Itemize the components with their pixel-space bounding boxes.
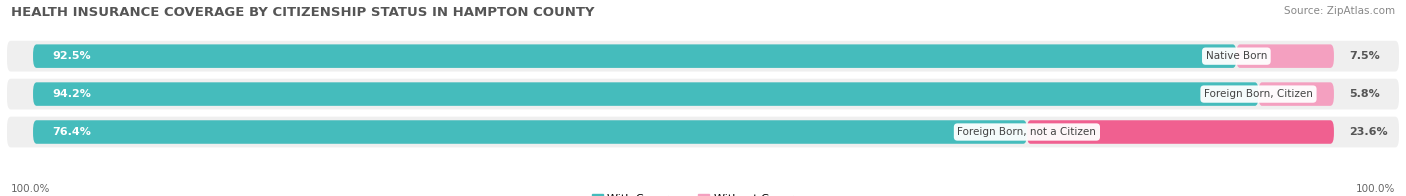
Text: Native Born: Native Born — [1206, 51, 1267, 61]
Text: Foreign Born, Citizen: Foreign Born, Citizen — [1204, 89, 1313, 99]
FancyBboxPatch shape — [7, 117, 1399, 147]
Text: 100.0%: 100.0% — [1355, 184, 1395, 194]
Legend: With Coverage, Without Coverage: With Coverage, Without Coverage — [588, 189, 818, 196]
FancyBboxPatch shape — [7, 41, 1399, 72]
FancyBboxPatch shape — [1258, 82, 1334, 106]
FancyBboxPatch shape — [1236, 44, 1334, 68]
FancyBboxPatch shape — [34, 44, 1236, 68]
Text: 76.4%: 76.4% — [52, 127, 91, 137]
Text: 7.5%: 7.5% — [1350, 51, 1381, 61]
FancyBboxPatch shape — [7, 79, 1399, 109]
Text: 5.8%: 5.8% — [1350, 89, 1381, 99]
FancyBboxPatch shape — [34, 82, 1258, 106]
Text: 100.0%: 100.0% — [11, 184, 51, 194]
Text: Foreign Born, not a Citizen: Foreign Born, not a Citizen — [957, 127, 1097, 137]
FancyBboxPatch shape — [1026, 120, 1334, 144]
FancyBboxPatch shape — [34, 120, 1026, 144]
Text: 94.2%: 94.2% — [52, 89, 91, 99]
Text: 23.6%: 23.6% — [1350, 127, 1388, 137]
Text: Source: ZipAtlas.com: Source: ZipAtlas.com — [1284, 6, 1395, 16]
Text: 92.5%: 92.5% — [52, 51, 91, 61]
Text: HEALTH INSURANCE COVERAGE BY CITIZENSHIP STATUS IN HAMPTON COUNTY: HEALTH INSURANCE COVERAGE BY CITIZENSHIP… — [11, 6, 595, 19]
